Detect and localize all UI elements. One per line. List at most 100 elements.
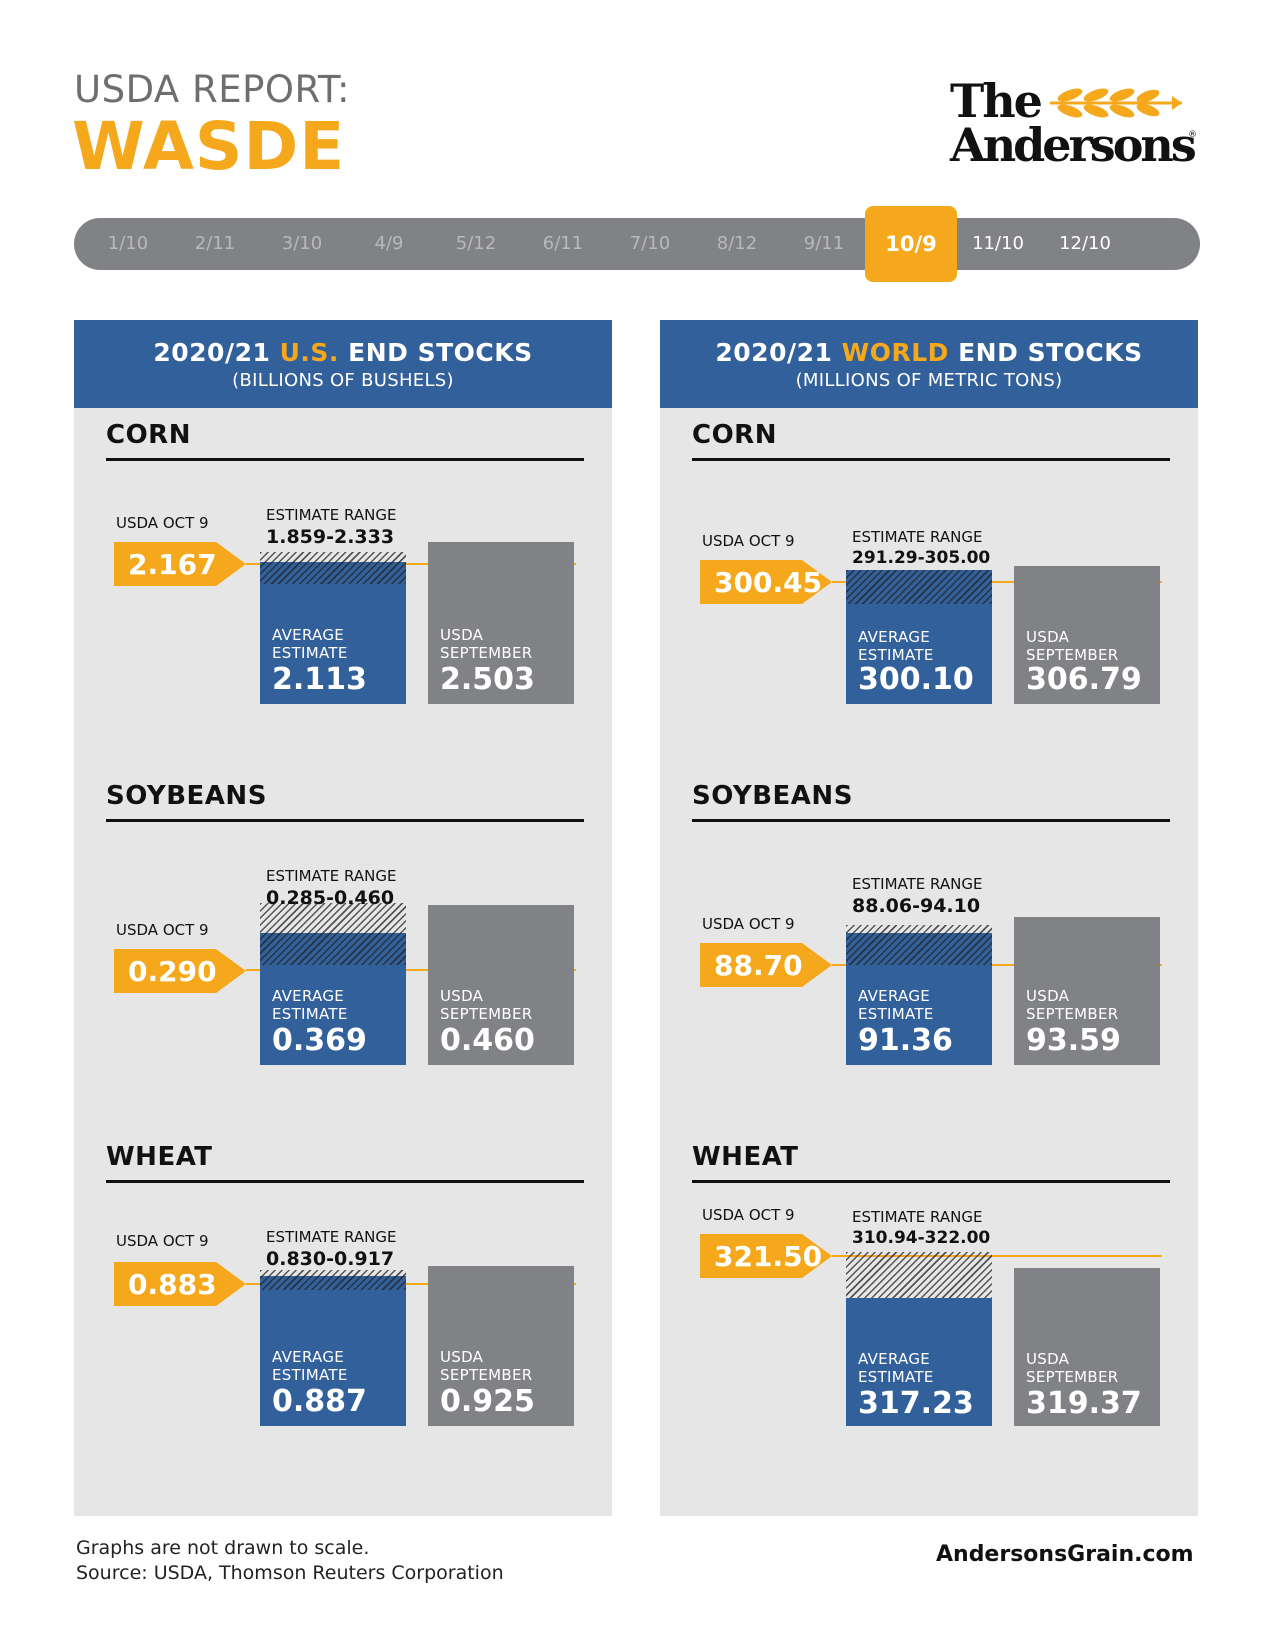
wheat-icon [1050, 88, 1182, 118]
usda-september-caption: USDA SEPTEMBER [440, 987, 533, 1023]
average-estimate-value: 0.887 [272, 1384, 367, 1419]
us-panel-title: 2020/21 U.S. END STOCKS [74, 338, 612, 367]
estimate-range-label: ESTIMATE RANGE [852, 1208, 983, 1226]
us-wheat-section: WHEAT USDA OCT 9 0.883 ESTIMATE RANGE 0.… [74, 1130, 612, 1460]
average-estimate-caption: AVERAGE ESTIMATE [272, 987, 348, 1023]
average-estimate-value: 317.23 [858, 1386, 974, 1421]
average-estimate-value: 2.113 [272, 662, 367, 697]
section-rule [692, 1180, 1170, 1183]
usda-oct-value-tag: 0.290 [114, 949, 246, 993]
usda-september-value: 0.925 [440, 1384, 535, 1419]
us-panel-header: 2020/21 U.S. END STOCKS (BILLIONS OF BUS… [74, 320, 612, 408]
report-kicker: USDA REPORT: [74, 68, 351, 111]
commodity-title: SOYBEANS [692, 781, 853, 811]
estimate-range-label: ESTIMATE RANGE [852, 528, 983, 546]
average-estimate-caption: AVERAGE ESTIMATE [858, 628, 934, 664]
estimate-range-label: ESTIMATE RANGE [266, 1228, 397, 1246]
timeline-item-8-12[interactable]: 8/12 [716, 233, 758, 254]
timeline-item-9-11[interactable]: 9/11 [803, 233, 845, 254]
section-rule [692, 819, 1170, 822]
section-rule [692, 458, 1170, 461]
world-title-year: 2020/21 [715, 338, 833, 367]
logo-word-the: The [950, 74, 1043, 128]
usda-oct-line [832, 581, 1162, 583]
timeline-item-6-11[interactable]: 6/11 [542, 233, 584, 254]
usda-september-caption: USDA SEPTEMBER [440, 626, 533, 662]
timeline-item-11-10[interactable]: 11/10 [972, 233, 1024, 254]
timeline-item-12-10[interactable]: 12/10 [1059, 233, 1111, 254]
website-link[interactable]: AndersonsGrain.com [936, 1542, 1194, 1567]
usda-oct-value: 300.45 [714, 566, 823, 599]
logo-word-andersons: Andersons [950, 118, 1197, 172]
average-estimate-bar [260, 562, 406, 704]
estimate-range-label: ESTIMATE RANGE [266, 867, 397, 885]
usda-september-caption: USDA SEPTEMBER [1026, 987, 1119, 1023]
estimate-range-value: 88.06-94.10 [852, 895, 981, 917]
world-soybeans-section: SOYBEANS USDA OCT 9 88.70 ESTIMATE RANGE… [660, 769, 1198, 1099]
usda-september-value: 319.37 [1026, 1386, 1142, 1421]
us-corn-section: CORN USDA OCT 9 2.167 ESTIMATE RANGE 1.8… [74, 408, 612, 738]
usda-september-value: 93.59 [1026, 1023, 1121, 1058]
us-title-year: 2020/21 [153, 338, 271, 367]
usda-oct-label: USDA OCT 9 [116, 514, 209, 532]
usda-september-caption: USDA SEPTEMBER [1026, 628, 1119, 664]
footnote: Graphs are not drawn to scale. Source: U… [76, 1536, 504, 1586]
average-estimate-value: 300.10 [858, 662, 974, 697]
commodity-title: CORN [692, 420, 777, 450]
usda-oct-value-tag: 300.45 [700, 560, 832, 604]
world-title-highlight: WORLD [841, 338, 949, 367]
timeline-item-2-11[interactable]: 2/11 [194, 233, 236, 254]
usda-oct-value-tag: 88.70 [700, 943, 832, 987]
andersons-logo: The Andersons ® [950, 78, 1200, 178]
us-title-rest: END STOCKS [348, 338, 533, 367]
usda-oct-value-tag: 2.167 [114, 542, 246, 586]
timeline-item-10-9-active[interactable]: 10/9 [865, 206, 957, 282]
timeline-item-5-12[interactable]: 5/12 [455, 233, 497, 254]
average-estimate-bar [260, 1276, 406, 1426]
usda-oct-line [246, 563, 576, 565]
world-panel-title: 2020/21 WORLD END STOCKS [660, 338, 1198, 367]
average-estimate-caption: AVERAGE ESTIMATE [272, 1348, 348, 1384]
usda-september-bar [428, 1266, 574, 1426]
usda-oct-value-tag: 321.50 [700, 1234, 832, 1278]
estimate-range-hatch [260, 1270, 406, 1290]
timeline-item-4-9[interactable]: 4/9 [374, 233, 404, 254]
world-title-rest: END STOCKS [958, 338, 1143, 367]
source-note: Source: USDA, Thomson Reuters Corporatio… [76, 1562, 504, 1584]
estimate-range-hatch [260, 903, 406, 965]
usda-oct-value: 88.70 [714, 949, 803, 982]
us-title-highlight: U.S. [279, 338, 339, 367]
timeline-item-1-10[interactable]: 1/10 [107, 233, 149, 254]
world-corn-section: CORN USDA OCT 9 300.45 ESTIMATE RANGE 29… [660, 408, 1198, 738]
us-soybeans-section: SOYBEANS USDA OCT 9 0.290 ESTIMATE RANGE… [74, 769, 612, 1099]
usda-oct-line [246, 1283, 576, 1285]
timeline-item-3-10[interactable]: 3/10 [281, 233, 323, 254]
usda-oct-line [832, 964, 1162, 966]
usda-oct-label: USDA OCT 9 [702, 915, 795, 933]
world-panel-header: 2020/21 WORLD END STOCKS (MILLIONS OF ME… [660, 320, 1198, 408]
usda-oct-value: 0.290 [128, 955, 217, 988]
usda-oct-value: 2.167 [128, 548, 217, 581]
world-wheat-section: WHEAT USDA OCT 9 321.50 ESTIMATE RANGE 3… [660, 1130, 1198, 1460]
average-estimate-value: 0.369 [272, 1023, 367, 1058]
usda-oct-value: 0.883 [128, 1268, 217, 1301]
average-estimate-caption: AVERAGE ESTIMATE [858, 1350, 934, 1386]
usda-oct-label: USDA OCT 9 [702, 532, 795, 550]
section-rule [106, 458, 584, 461]
section-rule [106, 819, 584, 822]
usda-oct-label: USDA OCT 9 [116, 921, 209, 939]
estimate-range-value: 1.859-2.333 [266, 526, 395, 548]
timeline-item-7-10[interactable]: 7/10 [629, 233, 671, 254]
usda-september-value: 2.503 [440, 662, 535, 697]
usda-oct-label: USDA OCT 9 [116, 1232, 209, 1250]
report-date-timeline: 1/10 2/11 3/10 4/9 5/12 6/11 7/10 8/12 9… [74, 206, 1200, 282]
estimate-range-value: 0.830-0.917 [266, 1248, 395, 1270]
usda-oct-label: USDA OCT 9 [702, 1206, 795, 1224]
usda-oct-line [832, 1255, 1162, 1257]
estimate-range-value: 310.94-322.00 [852, 1228, 991, 1248]
commodity-title: SOYBEANS [106, 781, 267, 811]
report-title: WASDE [72, 108, 346, 185]
usda-september-bar [428, 905, 574, 1065]
estimate-range-value: 291.29-305.00 [852, 548, 991, 568]
world-end-stocks-panel: 2020/21 WORLD END STOCKS (MILLIONS OF ME… [660, 320, 1198, 1516]
